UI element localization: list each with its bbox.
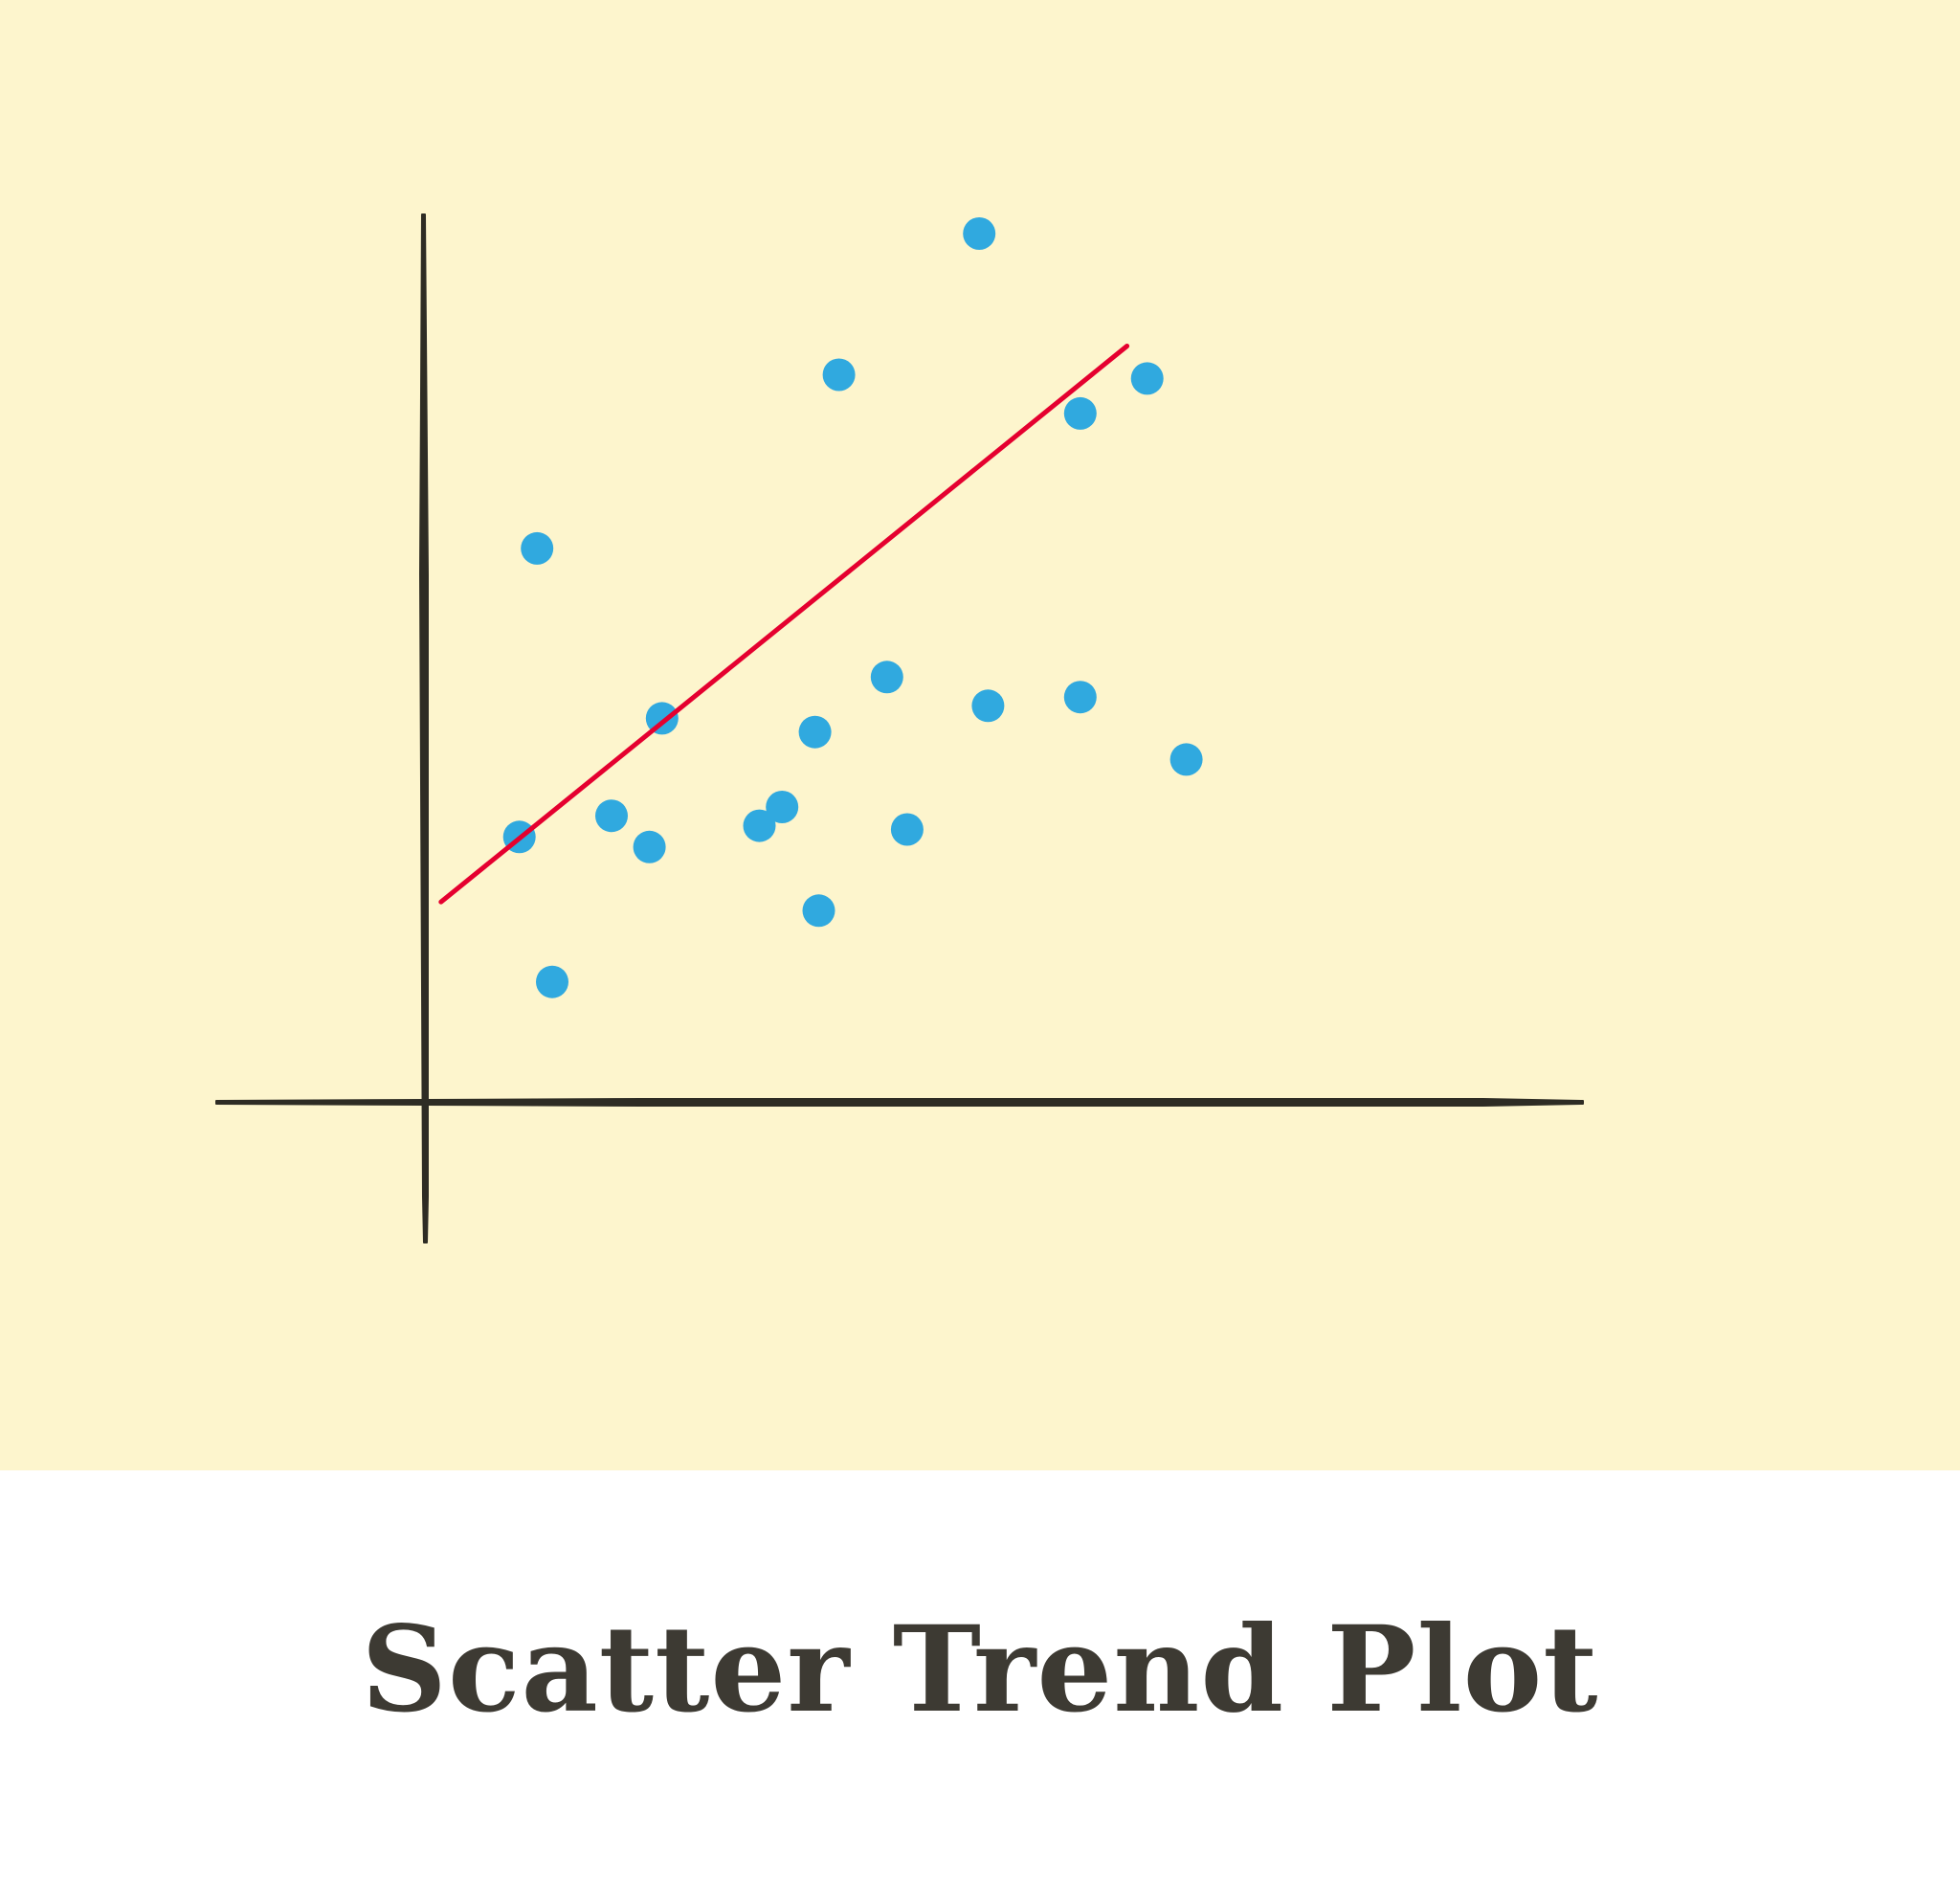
trend-line [438,344,1130,905]
scatter-point [766,791,799,823]
trend-line-group [438,344,1130,905]
chart-title: Scatter Trend Plot [361,1600,1599,1739]
scatter-point [1063,681,1097,714]
data-points [502,217,1203,998]
scatter-point [963,217,996,250]
scatter-point [1169,743,1203,776]
scatter-point [971,689,1005,723]
plot-panel [0,0,1960,1470]
scatter-point [822,358,856,392]
scatter-point [595,799,628,833]
scatter-point [890,813,924,846]
scatter-point [798,715,832,749]
scatter-point [1063,396,1097,430]
scatter-point [521,531,554,565]
scatter-point [802,894,835,928]
scatter-point [870,661,903,694]
scatter-point [743,809,776,842]
scatter-chart [0,0,1960,1470]
scatter-point [633,830,666,863]
scatter-point [1130,362,1164,395]
y-axis-line [419,213,429,1243]
x-axis-line [215,1098,1584,1107]
axes [215,213,1584,1243]
caption-area: Scatter Trend Plot [0,1470,1960,1882]
scatter-point [536,965,568,998]
